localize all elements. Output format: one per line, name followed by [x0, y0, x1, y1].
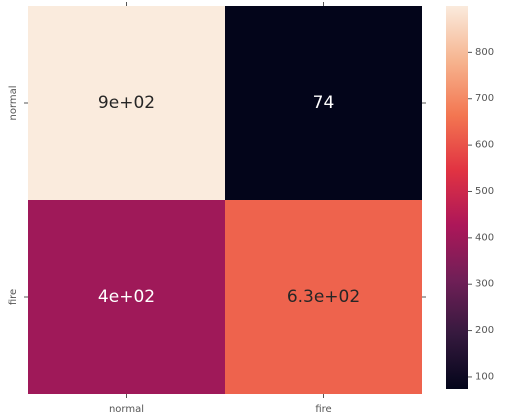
cell-value-label-1-0: 4e+02	[98, 287, 155, 307]
heatmap-cell-0-1	[225, 6, 422, 200]
colorbar-tick-label-2: 300	[475, 279, 494, 290]
colorbar-tick-label-4: 500	[475, 186, 494, 197]
heatmap-cell-0-0	[28, 6, 225, 200]
colorbar-tick-label-1: 200	[475, 325, 494, 336]
colorbar-tick-label-3: 400	[475, 232, 494, 243]
colorbar-gradient	[446, 6, 468, 389]
y-tick-label-1: fire	[8, 289, 19, 305]
heatmap-axes: normal fire normal fire	[8, 2, 426, 415]
heatmap-cell-1-1	[225, 200, 422, 394]
heatmap-cells: 9e+02 74 4e+02 6.3e+02	[28, 6, 422, 394]
x-tick-label-1: fire	[315, 404, 331, 415]
colorbar-tick-label-6: 700	[475, 93, 494, 104]
heatmap-cell-1-0	[28, 200, 225, 394]
colorbar-tick-label-0: 100	[475, 371, 494, 382]
cell-value-label-1-1: 6.3e+02	[287, 287, 360, 307]
cell-value-label-0-1: 74	[313, 93, 335, 113]
colorbar-tick-label-5: 600	[475, 140, 494, 151]
cell-value-label-0-0: 9e+02	[98, 93, 155, 113]
colorbar-tick-label-7: 800	[475, 47, 494, 58]
y-tick-label-0: normal	[8, 85, 19, 120]
colorbar: 100 200 300 400 500 600 700 800	[446, 6, 494, 389]
x-tick-label-0: normal	[109, 404, 144, 415]
